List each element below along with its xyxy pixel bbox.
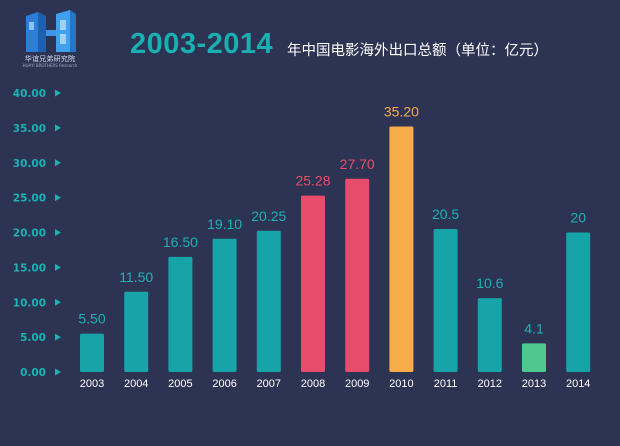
x-tick-label: 2012 (478, 378, 502, 390)
y-tick-arrow-icon (55, 229, 61, 236)
x-tick-label: 2009 (345, 378, 369, 390)
x-tick-label: 2004 (124, 378, 148, 390)
y-tick-arrow-icon (55, 159, 61, 167)
x-tick-label: 2010 (389, 378, 413, 390)
x-tick-label: 2005 (168, 378, 192, 390)
y-tick-label: 40.00 (13, 88, 46, 100)
y-tick-label: 30.00 (13, 158, 46, 170)
data-label: 16.50 (163, 234, 198, 250)
data-label: 11.50 (119, 269, 153, 285)
bar (433, 229, 458, 372)
y-tick-arrow-icon (55, 298, 61, 306)
x-tick-label: 2011 (434, 378, 458, 390)
data-label: 20.5 (432, 206, 459, 222)
bar (124, 291, 149, 372)
x-tick-label: 2007 (257, 378, 281, 390)
data-label: 27.70 (340, 156, 375, 172)
y-tick-arrow-icon (55, 194, 61, 202)
y-tick-label: 35.00 (13, 123, 46, 135)
data-label: 10.6 (476, 275, 503, 291)
data-label: 35.20 (384, 103, 419, 119)
chart-title-text: 年中国电影海外出口总额（单位：亿元） (287, 43, 548, 59)
y-tick-arrow-icon (55, 368, 61, 376)
data-label: 5.50 (78, 311, 105, 327)
bar (80, 333, 104, 372)
y-tick-arrow-icon (55, 124, 61, 132)
x-tick-label: 2013 (522, 378, 546, 390)
bar (389, 126, 414, 372)
x-tick-label: 2008 (301, 378, 325, 390)
y-tick-arrow-icon (55, 333, 61, 341)
data-label: 20.25 (251, 208, 286, 224)
bar (168, 256, 193, 372)
bar (345, 178, 370, 372)
bar (477, 298, 502, 372)
x-tick-label: 2003 (80, 378, 104, 390)
x-tick-label: 2006 (212, 378, 236, 390)
chart-title-years: 2003-2014 (130, 28, 274, 60)
bar (212, 238, 237, 372)
bar (522, 343, 546, 372)
bar (566, 232, 591, 372)
data-label: 4.1 (524, 320, 544, 336)
bar (301, 195, 325, 372)
data-label: 19.10 (207, 216, 242, 232)
y-tick-label: 5.00 (20, 332, 46, 344)
data-label: 25.28 (295, 173, 330, 189)
bar (256, 230, 281, 372)
logo-name-en: HUAYI BROTHERS Research (22, 63, 78, 68)
building-logo-icon (26, 10, 76, 52)
y-tick-label: 0.00 (20, 367, 46, 379)
logo (20, 8, 80, 66)
logo-name-cn: 华谊兄弟研究院 (24, 55, 76, 63)
y-tick-label: 25.00 (13, 193, 46, 205)
y-tick-arrow-icon (55, 89, 61, 97)
y-tick-label: 20.00 (13, 228, 46, 240)
x-tick-label: 2014 (566, 378, 590, 390)
y-tick-label: 10.00 (13, 297, 46, 309)
data-label: 20 (570, 210, 586, 226)
y-tick-label: 15.00 (13, 262, 46, 274)
y-tick-arrow-icon (55, 263, 61, 271)
